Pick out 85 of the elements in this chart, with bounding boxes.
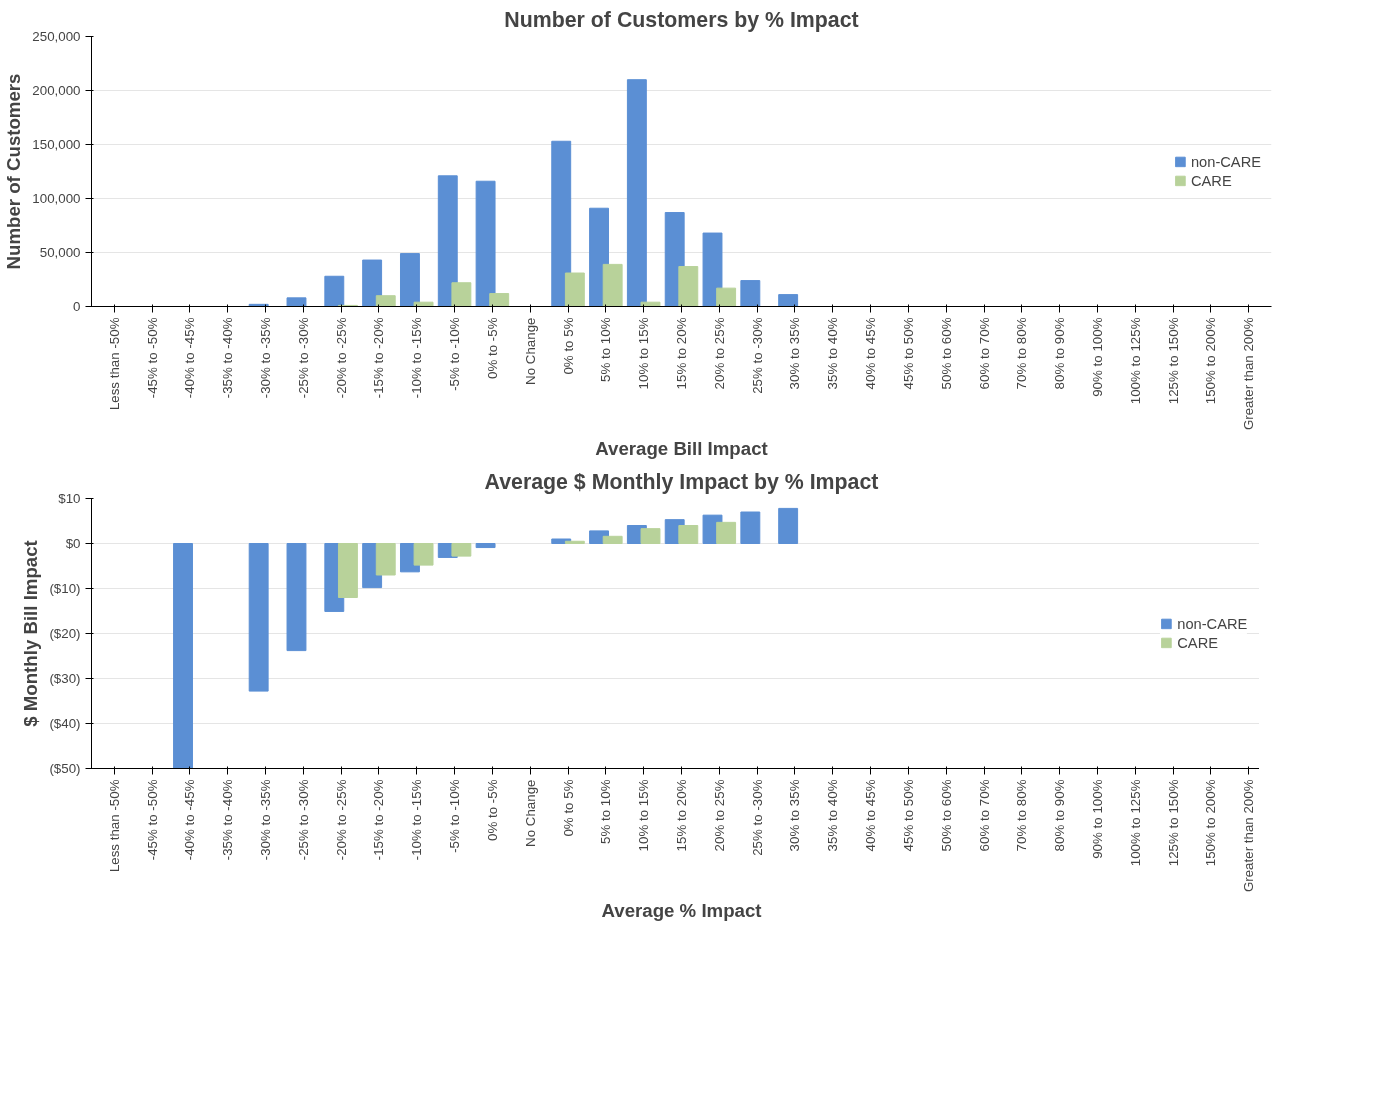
y-axis-title: Number of Customers [3,73,25,270]
legend-label: non-CARE [1190,153,1261,170]
x-tick-label: -5% to -10% [447,779,463,853]
x-tick-label: 45% to 50% [900,317,916,390]
y-tick-label: 250,000 [32,29,81,44]
y-tick-label: ($40) [49,716,81,731]
y-tick-label: 50,000 [39,245,81,260]
x-tick-label: -30% to -35% [257,779,273,861]
x-tick-label: -25% to -30% [295,779,311,861]
x-tick-label: 5% to 10% [598,779,614,844]
x-tick-label: Greater than 200% [1241,779,1257,893]
x-tick-label: 90% to 100% [1090,317,1106,397]
y-tick-label: ($50) [49,761,81,776]
x-axis-title: Average Bill Impact [595,438,768,460]
x-tick-label: 45% to 50% [900,779,916,852]
x-tick-label: -30% to -35% [257,317,273,399]
y-tick-label: ($20) [49,626,81,641]
y-tick-label: ($10) [49,581,81,596]
x-tick-label: 35% to 40% [825,779,841,852]
x-tick-label: -40% to -45% [182,779,198,861]
x-axis-title: Average % Impact [601,900,762,922]
x-tick-label: 150% to 200% [1203,317,1219,405]
x-tick-label: 70% to 80% [1014,317,1030,390]
x-tick-label: -15% to -20% [371,317,387,399]
x-tick-label: Less than -50% [106,317,122,411]
x-tick-label: 90% to 100% [1090,779,1106,859]
legend-label: non-CARE [1177,615,1248,632]
x-tick-label: -10% to -15% [409,779,425,861]
x-tick-label: No Change [522,779,538,847]
x-tick-label: -45% to -50% [144,779,160,861]
x-tick-label: 20% to 25% [711,317,727,390]
x-tick-label: Greater than 200% [1241,317,1257,431]
y-tick-label: 150,000 [32,137,81,152]
y-axis-title: $ Monthly Bill Impact [20,540,42,727]
x-tick-label: 40% to 45% [863,779,879,852]
x-tick-label: 70% to 80% [1014,779,1030,852]
x-tick-label: 30% to 35% [787,779,803,852]
x-tick-label: 0% to -5% [484,779,500,841]
x-tick-label: -35% to -40% [220,317,236,399]
x-tick-label: -35% to -40% [220,779,236,861]
x-tick-label: 60% to 70% [976,779,992,852]
x-tick-label: Less than -50% [106,779,122,873]
x-tick-label: No Change [522,317,538,385]
x-tick-label: 80% to 90% [1052,779,1068,852]
y-tick-label: 200,000 [32,83,81,98]
x-tick-label: 100% to 125% [1127,317,1143,405]
legend-label: CARE [1177,634,1218,651]
x-tick-label: -5% to -10% [447,317,463,391]
x-tick-label: 10% to 15% [636,779,652,852]
x-tick-label: 40% to 45% [863,317,879,390]
x-tick-label: 50% to 60% [938,779,954,852]
x-tick-label: -45% to -50% [144,317,160,399]
x-tick-label: 0% to 5% [560,317,576,375]
x-tick-label: 15% to 20% [674,779,689,852]
x-tick-label: 25% to -30% [749,779,765,856]
x-tick-label: 35% to 40% [825,317,841,390]
x-tick-label: 10% to 15% [636,317,652,390]
x-tick-label: -25% to -30% [295,317,311,399]
y-tick-label: ($30) [49,671,81,686]
y-tick-label: 100,000 [32,191,81,206]
x-tick-label: 5% to 10% [598,317,614,382]
x-tick-label: 0% to -5% [484,317,500,379]
x-tick-label: -20% to -25% [333,317,349,399]
x-tick-label: 20% to 25% [711,779,727,852]
x-tick-label: 50% to 60% [938,317,954,390]
x-tick-label: -20% to -25% [333,779,349,861]
chart-title: Number of Customers by % Impact [504,7,859,32]
y-tick-label: 0 [73,299,81,314]
y-tick-label: $10 [58,491,81,506]
x-tick-label: 80% to 90% [1052,317,1068,390]
x-tick-label: -40% to -45% [182,317,198,399]
chart-title: Average $ Monthly Impact by % Impact [484,469,879,494]
x-tick-label: 60% to 70% [976,317,992,390]
x-tick-label: 125% to 150% [1165,779,1181,867]
x-tick-label: 0% to 5% [560,779,576,837]
x-tick-label: 15% to 20% [674,317,689,390]
x-tick-label: -10% to -15% [409,317,425,399]
x-tick-label: 150% to 200% [1203,779,1219,867]
x-tick-label: 30% to 35% [787,317,803,390]
x-tick-label: -15% to -20% [371,779,387,861]
x-tick-label: 100% to 125% [1127,779,1143,867]
legend-label: CARE [1190,172,1232,189]
x-tick-label: 125% to 150% [1165,317,1181,405]
x-tick-label: 25% to -30% [749,317,765,394]
y-tick-label: $0 [65,536,81,551]
